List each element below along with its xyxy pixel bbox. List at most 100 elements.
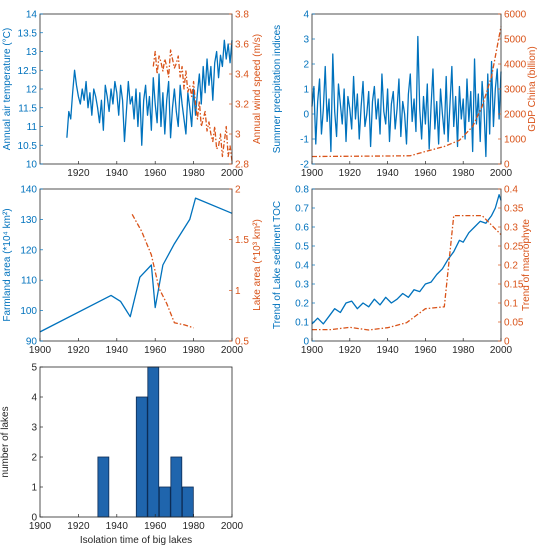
x-tick-label: 1980 [182, 521, 205, 532]
x-tick-label: 1960 [144, 345, 167, 356]
y2-tick-label: 0 [504, 337, 510, 348]
y-tick-label: -1 [300, 135, 309, 146]
series-line-right [152, 49, 233, 162]
y2-axis-label: GDP China (billion) [527, 46, 538, 131]
x-tick-label: 1900 [301, 168, 324, 179]
y-tick-label: 13.5 [18, 28, 38, 39]
y-tick-label: 10 [26, 160, 38, 171]
y2-tick-label: 3.6 [235, 40, 249, 51]
x-tick-label: 1960 [144, 168, 167, 179]
x-tick-label: 2000 [221, 521, 244, 532]
y-tick-label: 11 [27, 122, 38, 133]
series-line-right [312, 214, 502, 331]
x-tick-label: 2000 [490, 168, 513, 179]
bar [97, 456, 110, 518]
y-tick-label: 0 [303, 337, 309, 348]
y-tick-label: 0.2 [295, 299, 309, 310]
y-axis-label: number of lakes [0, 406, 11, 477]
y-tick-label: 100 [20, 306, 37, 317]
y2-tick-label: 1 [235, 286, 241, 297]
series-line-left [311, 35, 502, 158]
y-tick-label: 120 [20, 245, 37, 256]
y-axis-label: Annual air temperature (°C) [2, 28, 13, 150]
y-tick-label: 0.6 [295, 223, 309, 234]
bar [158, 486, 171, 518]
y-tick-label: 14 [26, 10, 38, 21]
chart-p1: 1920 1940 1960 1980 2000 10 10.5 11 11.5 12 12.5 13… [2, 10, 263, 180]
y-tick-label: 0 [303, 110, 309, 121]
x-tick-label: 2000 [490, 345, 513, 356]
bar [181, 486, 194, 518]
series-line-left [66, 39, 233, 146]
y2-tick-label: 0.05 [504, 318, 524, 329]
y2-tick-label: 1000 [504, 135, 527, 146]
y-tick-label: 3 [31, 423, 37, 434]
series-line-left [311, 194, 502, 325]
y-tick-label: 13 [26, 47, 38, 58]
x-tick-label: 1940 [106, 345, 129, 356]
y-tick-label: 3 [303, 35, 309, 46]
y-axis-label: Trend of Lake sediment TOC [272, 201, 283, 329]
y-axis-label: Farmland area (*10⁴ km²) [2, 208, 13, 321]
y2-tick-label: 0.4 [504, 185, 518, 196]
y2-tick-label: 0 [504, 160, 510, 171]
y-tick-label: 0.5 [295, 242, 309, 253]
chart-p5: 1900 1920 1940 1960 1980 2000 0 1 2 3 4 5 number of … [0, 363, 244, 547]
y-tick-label: 1 [31, 483, 37, 494]
x-tick-label: 1940 [376, 168, 399, 179]
y-tick-label: 4 [303, 10, 309, 21]
x-tick-label: 1920 [67, 168, 90, 179]
y2-tick-label: 1.5 [235, 235, 249, 246]
y-tick-label: 1 [303, 85, 309, 96]
plot-frame [311, 188, 502, 342]
y2-tick-label: 0.15 [504, 280, 524, 291]
y-tick-label: 110 [21, 276, 37, 287]
y2-tick-label: 2000 [504, 110, 527, 121]
bar [147, 366, 160, 518]
x-tick-label: 1960 [144, 521, 167, 532]
y2-tick-label: 0.3 [504, 223, 518, 234]
y2-tick-label: 0.25 [504, 242, 524, 253]
y2-axis-label: Annual wind speed (m/s) [252, 34, 263, 144]
chart-p3: 1900 1920 1940 1960 1980 2000 90 100 110 120 130 14… [2, 185, 263, 357]
y-tick-label: 4 [31, 393, 37, 404]
y-tick-label: 5 [31, 363, 37, 374]
y2-axis-label: Lake area (*10³ km²) [252, 219, 263, 311]
x-tick-label: 1900 [29, 521, 52, 532]
x-tick-label: 1960 [414, 345, 437, 356]
x-tick-label: 1940 [106, 521, 129, 532]
y2-tick-label: 3.4 [235, 70, 249, 81]
series-line-right [311, 26, 502, 158]
x-tick-label: 1900 [301, 345, 324, 356]
y2-tick-label: 0.5 [235, 337, 249, 348]
y-tick-label: 0.4 [295, 261, 309, 272]
y-tick-label: 11.5 [18, 103, 37, 114]
bar [135, 396, 148, 518]
y-tick-label: 0.8 [295, 185, 309, 196]
y-tick-label: 90 [26, 337, 38, 348]
y2-tick-label: 3000 [504, 85, 527, 96]
chart-p2: 1900 1920 1940 1960 1980 2000 -2 -1 0 1 2 3 4 0 1000 20… [272, 10, 538, 180]
y2-tick-label: 4000 [504, 60, 527, 71]
series-line-left [39, 197, 233, 333]
y-tick-label: 130 [20, 215, 37, 226]
y2-tick-label: 2 [235, 185, 241, 196]
y-tick-label: 0 [31, 513, 37, 524]
y-tick-label: 0.1 [295, 318, 309, 329]
x-tick-label: 1980 [182, 345, 205, 356]
chart-p4: 1900 1920 1940 1960 1980 200000.10.20.30.40.5… [272, 185, 532, 357]
x-tick-label: 1980 [182, 168, 205, 179]
y-tick-label: 12.5 [18, 66, 38, 77]
y-tick-label: 0.7 [295, 204, 309, 215]
y2-tick-label: 0.2 [504, 261, 518, 272]
y2-tick-label: 0.35 [504, 204, 524, 215]
series-line-right [131, 214, 194, 329]
plot-frame [39, 188, 233, 342]
y2-tick-label: 3.8 [235, 10, 249, 21]
x-tick-label: 1920 [67, 345, 90, 356]
x-tick-label: 1940 [106, 168, 129, 179]
x-tick-label: 1920 [339, 168, 362, 179]
y2-tick-label: 0.1 [504, 299, 518, 310]
y-tick-label: 10.5 [18, 141, 38, 152]
